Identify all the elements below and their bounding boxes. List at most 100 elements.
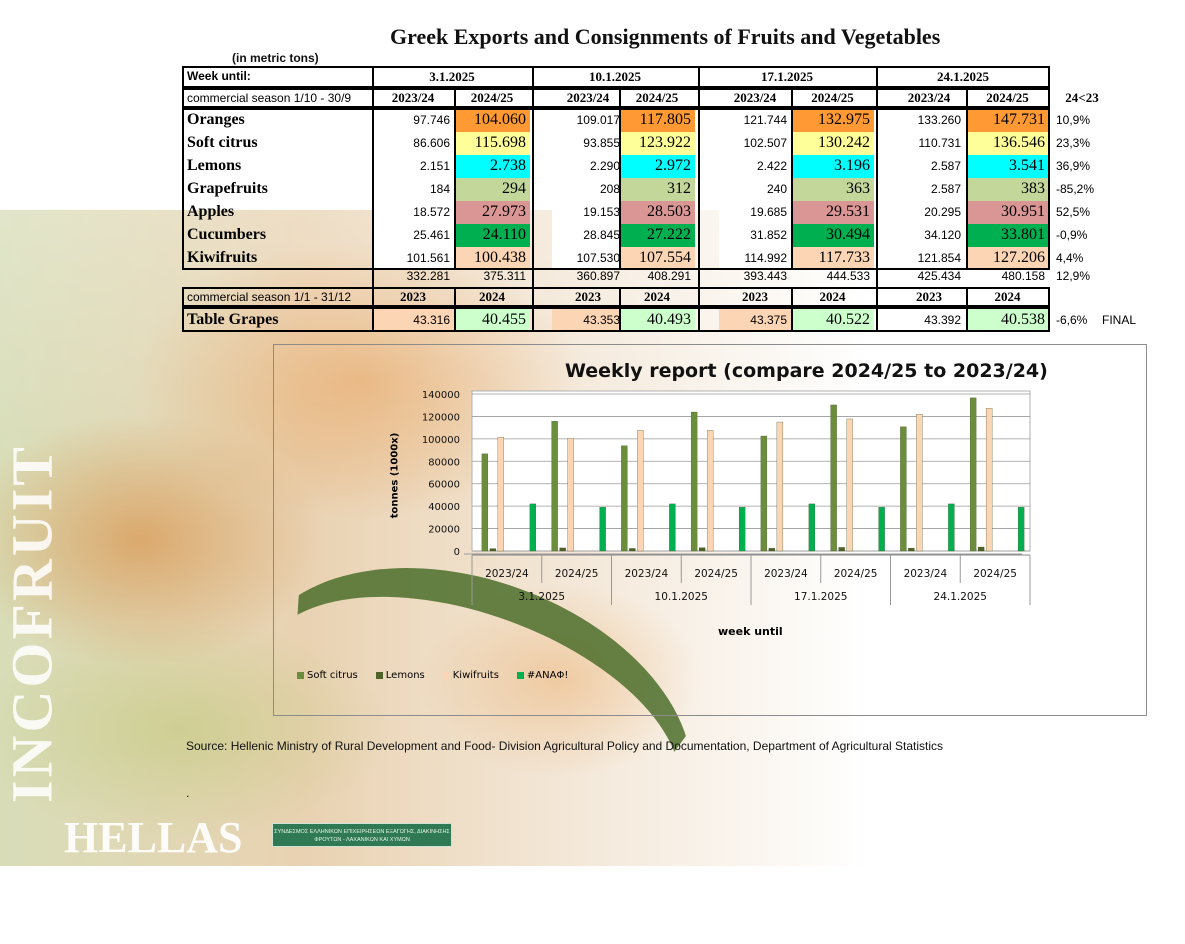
value-curr: 130.242 — [791, 132, 874, 155]
x-tick-label: 2024/25 — [973, 568, 1017, 580]
legend-swatch — [442, 671, 450, 679]
value-curr: 28.503 — [619, 201, 695, 224]
col-divider-inner — [966, 287, 968, 332]
chart-title: Weekly report (compare 2024/25 to 2023/2… — [565, 360, 1048, 382]
value-curr: 147.731 — [966, 109, 1049, 132]
value-curr: 3.541 — [966, 155, 1049, 178]
season2-col-prev: 2023 — [742, 289, 768, 304]
bar-lemons — [489, 548, 497, 552]
value-curr: 2.738 — [454, 155, 530, 178]
value-prev: 18.572 — [372, 201, 454, 224]
grapes-prev: 43.375 — [719, 309, 791, 331]
x-group-label: 3.1.2025 — [518, 591, 565, 603]
bar-lemons — [977, 546, 985, 552]
value-curr: 33.801 — [966, 224, 1049, 247]
x-group-label: 24.1.2025 — [934, 591, 987, 603]
change-pct: -85,2% — [1056, 182, 1095, 196]
y-tick-label: 20000 — [428, 525, 460, 536]
value-prev: 2.151 — [372, 155, 454, 178]
grapes-prev: 43.353 — [552, 309, 624, 331]
legend-item: Kiwifruits — [442, 670, 499, 681]
value-prev: 19.685 — [719, 201, 791, 224]
x-tick-label: 2023/24 — [485, 568, 529, 580]
value-curr: 2.972 — [619, 155, 695, 178]
value-prev: 101.561 — [372, 247, 454, 270]
grapes-status: FINAL — [1102, 313, 1137, 327]
value-prev: 25.461 — [372, 224, 454, 247]
x-tick-label: 2023/24 — [904, 568, 948, 580]
bar-softcitrus — [760, 435, 768, 552]
legend-swatch — [375, 671, 383, 679]
value-prev: 2.422 — [719, 155, 791, 178]
season-label: commercial season 1/10 - 30/9 — [187, 91, 352, 105]
value-prev: 2.290 — [552, 155, 624, 178]
value-prev: 240 — [719, 178, 791, 201]
bar-softcitrus — [690, 411, 698, 552]
x-group-label: 17.1.2025 — [794, 591, 847, 603]
bar-kiwifruits — [497, 436, 505, 552]
bar- — [738, 507, 746, 552]
season-col-curr: 2024/25 — [811, 90, 854, 105]
bar-lemons — [768, 548, 776, 552]
col-divider-inner — [619, 287, 621, 332]
total-prev: 360.897 — [576, 269, 620, 283]
season-col-prev: 2023/24 — [733, 90, 777, 105]
value-prev: 34.120 — [893, 224, 965, 247]
value-curr: 100.438 — [454, 247, 530, 270]
bar- — [878, 507, 885, 552]
chart-frame — [273, 344, 1147, 716]
value-curr: 363 — [791, 178, 874, 201]
chart-legend: Soft citrus Lemons Kiwifruits #ΑΝΑΦ! — [297, 670, 568, 681]
grapes-pct: -6,6% — [1056, 313, 1088, 327]
season-col-curr: 2024/25 — [986, 90, 1029, 105]
bar-lemons — [908, 547, 915, 552]
col-divider-inner — [966, 88, 968, 270]
value-curr: 127.206 — [966, 247, 1049, 270]
value-prev: 109.017 — [552, 109, 624, 132]
x-tick-label: 2023/24 — [625, 568, 669, 580]
legend-item: Lemons — [375, 670, 425, 681]
week-header: 24.1.2025 — [937, 69, 989, 84]
bar-softcitrus — [551, 421, 558, 552]
week-header: 17.1.2025 — [761, 69, 813, 84]
legend-label: #ΑΝΑΦ! — [526, 670, 569, 681]
season2-col-curr: 2024 — [819, 289, 846, 304]
value-prev: 133.260 — [893, 109, 965, 132]
value-prev: 2.587 — [893, 155, 965, 178]
x-tick-label: 2024/25 — [555, 568, 599, 580]
bar-kiwifruits — [846, 418, 853, 552]
col-divider-inner — [454, 88, 456, 270]
source-note: Source: Hellenic Ministry of Rural Devel… — [186, 739, 944, 753]
week-header: 3.1.2025 — [429, 69, 475, 84]
header-border — [182, 66, 1050, 88]
value-curr: 383 — [966, 178, 1049, 201]
legend-label: Kiwifruits — [452, 670, 499, 681]
rows-border — [182, 108, 1050, 270]
bar-softcitrus — [900, 426, 907, 552]
value-prev: 97.746 — [372, 109, 454, 132]
season-border — [182, 88, 1050, 108]
bar-kiwifruits — [706, 430, 714, 552]
value-curr: 117.733 — [791, 247, 874, 270]
season2-col-curr: 2024 — [479, 289, 505, 304]
value-prev: 114.992 — [719, 247, 791, 270]
bar- — [669, 503, 676, 552]
bar-kiwifruits — [916, 414, 923, 552]
bar-softcitrus — [621, 445, 628, 552]
col-divider-inner — [791, 88, 793, 270]
season2-border — [182, 287, 1050, 307]
association-logo: ΣΥΝΔΕΣΜΟΣ ΕΛΛΗΝΙΚΩΝ ΕΠΙΧΕΙΡΗΣΕΩΝ ΕΞΑΓΩΓΗ… — [272, 823, 452, 847]
value-prev: 121.854 — [893, 247, 965, 270]
product-name: Apples — [187, 203, 235, 220]
col-divider — [876, 66, 878, 332]
season2-col-prev: 2023 — [400, 289, 426, 304]
grapes-prev: 43.316 — [372, 309, 454, 331]
value-curr: 104.060 — [454, 109, 530, 132]
total-prev: 425.434 — [917, 269, 961, 283]
bar-lemons — [698, 547, 706, 552]
product-name: Cucumbers — [187, 226, 267, 243]
legend-label: Lemons — [385, 670, 425, 681]
y-tick-label: 0 — [454, 547, 460, 558]
total-prev: 332.281 — [406, 269, 450, 283]
value-curr: 30.951 — [966, 201, 1049, 224]
